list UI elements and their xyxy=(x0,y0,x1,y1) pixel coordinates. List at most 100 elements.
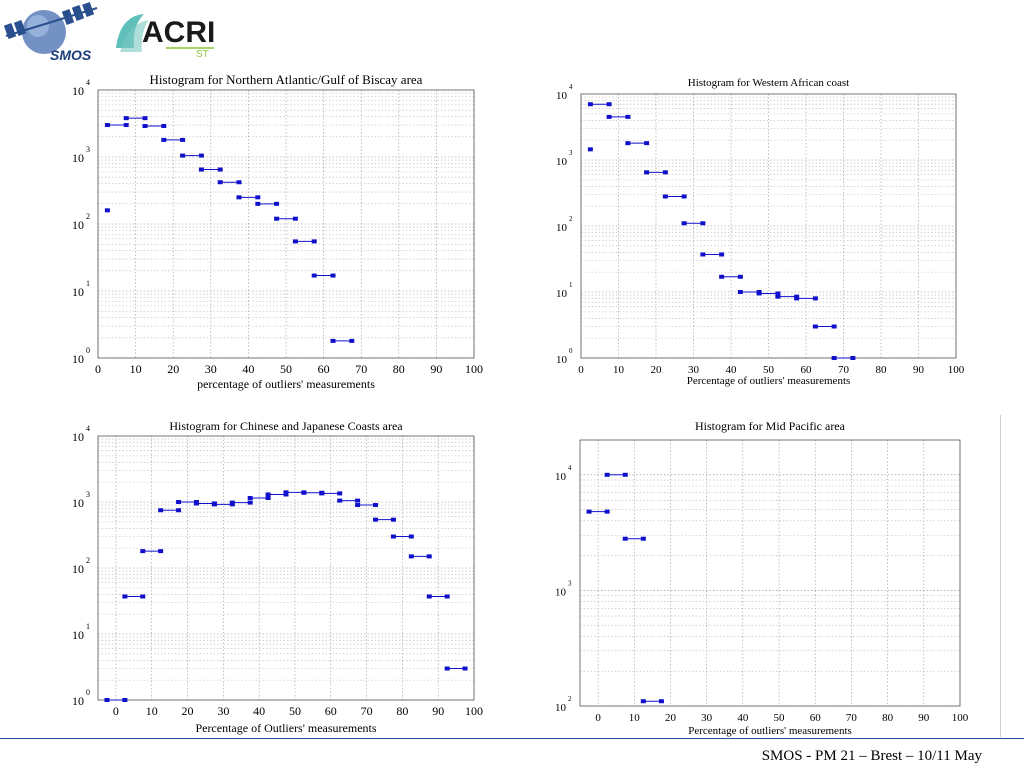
x-tick-label: 80 xyxy=(393,362,405,376)
data-segment xyxy=(604,472,628,477)
data-marker xyxy=(737,274,743,279)
data-marker xyxy=(756,291,762,296)
data-segment xyxy=(236,195,261,200)
y-tick-base: 10 xyxy=(556,586,567,598)
y-tick-label: 103 xyxy=(556,579,572,598)
data-marker xyxy=(198,153,204,158)
data-segment xyxy=(681,221,706,226)
data-marker xyxy=(681,194,687,199)
data-marker xyxy=(283,492,289,497)
x-axis-label: Percentage of outliers' measurements xyxy=(688,725,852,737)
data-segment xyxy=(337,498,361,503)
x-tick-label: 80 xyxy=(876,364,888,376)
data-marker xyxy=(142,124,148,129)
data-segment xyxy=(426,594,450,599)
x-tick-label: 80 xyxy=(396,704,408,718)
data-marker xyxy=(176,508,182,513)
x-tick-label: 70 xyxy=(838,364,850,376)
data-segment xyxy=(104,698,128,702)
x-tick-label: 40 xyxy=(737,712,749,724)
plot-frame xyxy=(97,89,475,359)
data-marker xyxy=(408,534,414,539)
data-segment xyxy=(292,239,317,244)
y-tick-exponent: 0 xyxy=(569,347,573,355)
data-segment xyxy=(122,594,146,599)
data-marker xyxy=(606,102,612,107)
data-marker xyxy=(236,195,242,200)
data-marker xyxy=(330,338,336,343)
data-marker xyxy=(644,141,650,146)
data-segment xyxy=(355,503,379,508)
data-marker xyxy=(662,170,668,175)
x-tick-label: 100 xyxy=(465,704,483,718)
x-tick-label: 0 xyxy=(113,704,119,718)
plot-frame xyxy=(97,435,475,701)
y-tick-label: 100 xyxy=(72,346,90,366)
data-marker xyxy=(255,195,261,200)
data-marker xyxy=(775,291,781,296)
data-marker xyxy=(217,167,223,172)
data-marker xyxy=(274,216,280,221)
data-segment xyxy=(408,554,432,559)
x-tick-label: 90 xyxy=(430,362,442,376)
data-marker xyxy=(265,495,271,500)
data-marker xyxy=(658,699,664,704)
y-tick-exponent: 0 xyxy=(86,688,90,697)
data-marker xyxy=(217,180,223,185)
data-marker xyxy=(586,509,592,514)
data-marker xyxy=(444,666,450,671)
data-marker xyxy=(794,296,800,301)
footer-text: SMOS - PM 21 – Brest – 10/11 May xyxy=(761,748,982,764)
y-tick-label: 103 xyxy=(72,145,90,165)
x-tick-label: 40 xyxy=(726,364,738,376)
data-marker xyxy=(462,666,468,671)
data-segment xyxy=(662,194,687,199)
data-marker xyxy=(158,508,164,513)
data-marker xyxy=(640,536,646,541)
y-tick-label: 102 xyxy=(556,695,572,714)
chart-svg: 0 10 20 30 40 50 60 70 80 90 100102103104Histogram… xyxy=(556,419,969,737)
data-segment xyxy=(104,123,129,128)
smos-logo: SMOS xyxy=(2,1,112,64)
data-marker xyxy=(140,594,146,599)
data-marker xyxy=(301,490,307,495)
data-marker xyxy=(640,699,646,704)
data-marker xyxy=(158,549,164,554)
data-segment xyxy=(330,338,355,343)
data-marker xyxy=(355,503,361,508)
data-marker xyxy=(161,137,167,142)
data-segment xyxy=(198,167,223,172)
plot-frame xyxy=(580,93,957,359)
y-tick-exponent: 2 xyxy=(569,215,573,223)
y-tick-exponent: 0 xyxy=(86,346,90,355)
data-marker xyxy=(198,167,204,172)
data-marker xyxy=(700,221,706,226)
data-marker xyxy=(662,194,668,199)
x-tick-label: 80 xyxy=(882,712,894,724)
chart-title: Histogram for Chinese and Japanese Coast… xyxy=(169,419,403,433)
data-segment xyxy=(700,252,725,257)
x-axis-label: percentage of outliers' measurements xyxy=(197,377,375,391)
y-tick-exponent: 4 xyxy=(568,464,572,472)
y-tick-label: 103 xyxy=(72,490,90,510)
y-tick-base: 10 xyxy=(556,471,567,483)
x-tick-label: 20 xyxy=(651,364,663,376)
y-tick-exponent: 3 xyxy=(569,149,573,157)
data-marker xyxy=(176,500,182,504)
chart-title: Histogram for Mid Pacific area xyxy=(695,419,846,433)
data-marker xyxy=(193,501,199,506)
data-segment xyxy=(640,699,664,704)
data-segment xyxy=(319,491,343,496)
data-segment xyxy=(255,201,280,206)
x-tick-label: 10 xyxy=(130,362,142,376)
x-tick-label: 40 xyxy=(253,704,265,718)
slide-divider xyxy=(1000,415,1001,737)
x-tick-label: 70 xyxy=(846,712,858,724)
data-marker xyxy=(211,502,217,507)
data-segment xyxy=(587,102,612,107)
data-segment xyxy=(180,153,204,158)
data-marker xyxy=(622,472,628,477)
smos-logo-text: SMOS xyxy=(50,47,92,63)
